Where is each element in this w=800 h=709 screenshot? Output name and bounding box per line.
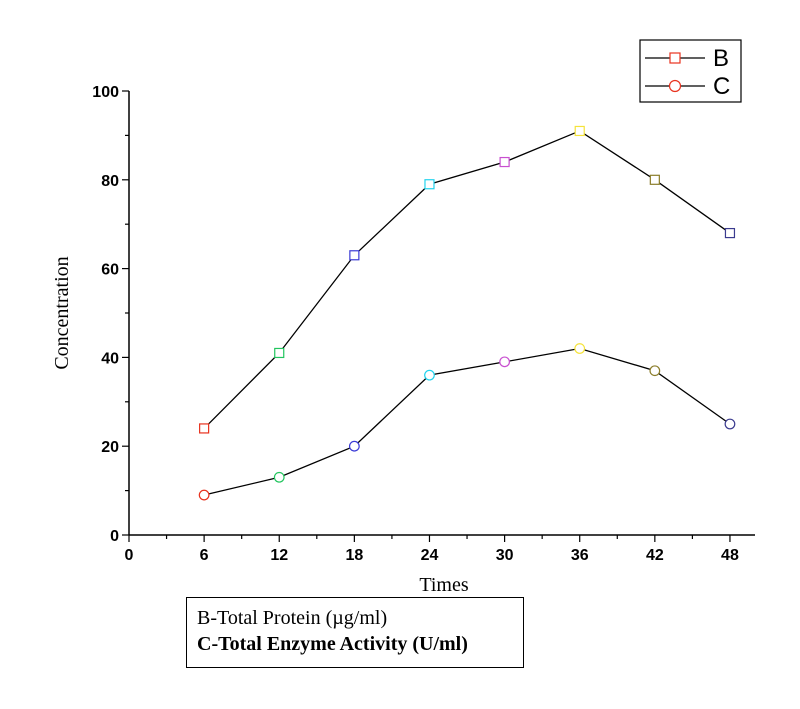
series-c-point [348, 440, 360, 452]
series-b-point [274, 347, 285, 359]
x-tick-label: 6 [200, 547, 209, 564]
x-tick-label: 42 [646, 547, 664, 564]
series-b-point [349, 250, 360, 261]
series-c-description: C-Total Enzyme Activity (U/ml) [197, 633, 468, 655]
y-axis-title: Concentration [51, 256, 73, 369]
chart-series [198, 125, 736, 501]
series-c-point [724, 418, 736, 430]
series-b-point [574, 125, 585, 137]
series-b-point [499, 156, 510, 168]
x-tick-label: 24 [421, 547, 439, 564]
x-axis-title: Times [419, 574, 469, 596]
y-tick-label: 20 [101, 439, 119, 456]
x-tick-label: 12 [270, 547, 288, 564]
chart-axes: 0 20 40 60 80 100 0 6 12 18 24 30 36 42 48 [92, 84, 755, 564]
chart-legend: BC [639, 39, 742, 103]
series-c-point [424, 369, 435, 381]
series-c [198, 343, 736, 501]
series-c-point [499, 356, 511, 368]
legend-marker-b [669, 52, 681, 64]
series-b-point [724, 227, 736, 239]
x-tick-label: 30 [496, 547, 514, 564]
legend-label-c: C [713, 73, 730, 100]
series-b-point [424, 179, 435, 190]
x-tick-label: 36 [571, 547, 589, 564]
series-b [199, 125, 736, 434]
series-description-box: B-Total Protein (µg/ml) C-Total Enzyme A… [186, 597, 524, 668]
legend-label-b: B [713, 45, 729, 72]
legend-box [639, 39, 742, 103]
y-tick-label: 80 [101, 173, 119, 190]
legend-marker-c [668, 79, 682, 93]
series-b-point [199, 423, 210, 434]
series-c-point [574, 343, 586, 354]
series-c-point [273, 471, 285, 483]
y-tick-label: 0 [110, 528, 119, 545]
y-tick-label: 40 [101, 350, 119, 367]
x-tick-label: 0 [125, 547, 134, 564]
series-b-point [649, 174, 660, 185]
series-b-line [203, 130, 731, 429]
series-c-line [203, 347, 731, 496]
series-c-point [649, 365, 661, 377]
x-tick-label: 48 [721, 547, 739, 564]
y-tick-label: 60 [101, 262, 119, 279]
x-tick-label: 18 [345, 547, 363, 564]
series-c-point [198, 489, 210, 501]
y-tick-label: 100 [92, 84, 119, 101]
series-b-description: B-Total Protein (µg/ml) [197, 607, 388, 629]
